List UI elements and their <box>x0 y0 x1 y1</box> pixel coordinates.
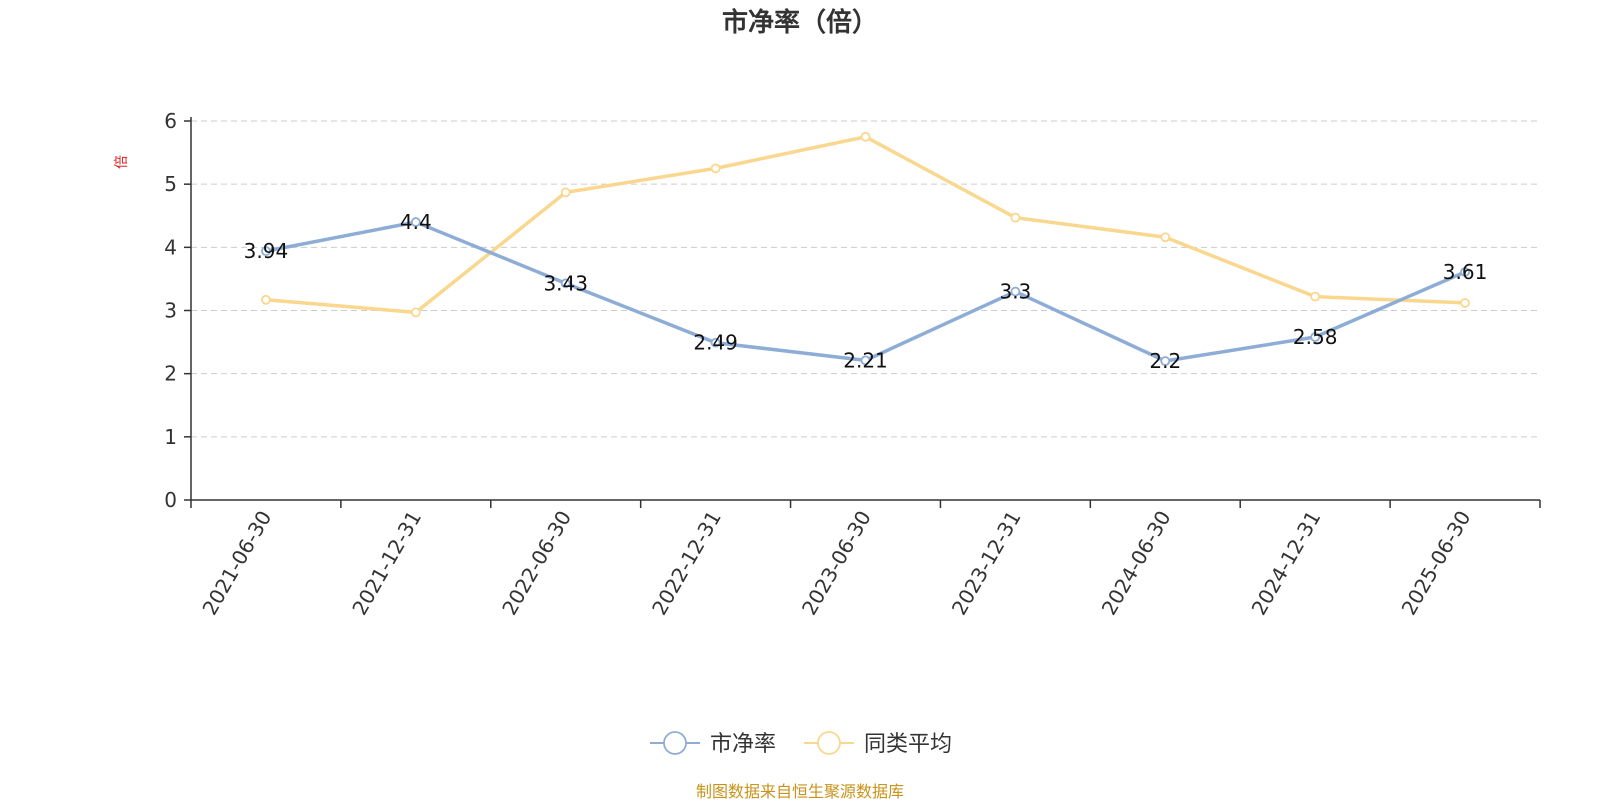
data-label: 3.43 <box>543 271 588 295</box>
data-label: 4.4 <box>400 210 432 234</box>
data-point <box>1010 212 1021 223</box>
series-line <box>264 135 1467 315</box>
data-point <box>1460 298 1470 308</box>
grid-layer <box>191 120 1540 438</box>
data-label: 3.94 <box>244 239 289 263</box>
data-point <box>710 337 721 348</box>
data-point <box>261 294 271 305</box>
axis-layer: 0 1 2 3 4 5 6 倍 2021-06-30 2021-12-31 2022-06-30 20… <box>114 109 1541 620</box>
x-tick-label: 2021-12-31 <box>347 507 426 620</box>
y-axis-label: 倍 <box>114 155 130 169</box>
x-tick-label: 2024-12-31 <box>1247 507 1326 620</box>
data-point <box>1160 232 1171 243</box>
data-label: 2.49 <box>693 331 738 355</box>
data-point <box>1310 291 1321 302</box>
legend: 市净率 同类平均 <box>650 731 952 757</box>
data-point <box>1310 332 1321 342</box>
chart-title: 市净率（倍） <box>721 8 878 38</box>
series-peer-average <box>261 131 1470 318</box>
data-point <box>560 187 571 198</box>
legend-label: 同类平均 <box>864 732 952 757</box>
x-tick-label: 2023-12-31 <box>947 507 1026 620</box>
data-label: 3.3 <box>999 280 1031 304</box>
data-point <box>1460 267 1470 277</box>
x-tick-label: 2023-06-30 <box>797 507 876 620</box>
series-line <box>264 220 1467 363</box>
series-layer <box>261 131 1470 366</box>
x-tick-label: 2022-06-30 <box>497 507 576 620</box>
x-tick-label: 2021-06-30 <box>197 507 276 620</box>
x-tick-label: 2022-12-31 <box>647 507 726 620</box>
data-label: 2.58 <box>1293 325 1338 349</box>
legend-item-pb-ratio: 市净率 <box>650 731 776 757</box>
y-tick-label: 2 <box>164 362 177 386</box>
data-point <box>410 307 421 318</box>
legend-marker-icon <box>817 731 841 755</box>
y-tick-label: 5 <box>164 172 177 196</box>
y-tick-label: 1 <box>164 425 177 449</box>
y-tick-label: 6 <box>164 109 177 133</box>
legend-marker-icon <box>663 731 687 755</box>
series-pb-ratio <box>261 217 1470 366</box>
y-tick-label: 0 <box>164 488 177 512</box>
data-point <box>1160 356 1171 366</box>
data-point <box>710 163 721 174</box>
data-label: 2.2 <box>1149 349 1181 373</box>
data-label: 2.21 <box>843 348 888 372</box>
data-point <box>860 355 871 366</box>
data-point <box>261 246 271 257</box>
x-tick-label: 2024-06-30 <box>1097 507 1176 620</box>
data-label-layer: 3.94 4.4 3.43 2.49 2.21 3.3 2.2 2.58 3.61 <box>244 210 1488 373</box>
data-point <box>410 217 421 227</box>
legend-item-peer-average: 同类平均 <box>804 731 952 757</box>
data-point <box>560 278 571 289</box>
y-tick-label: 3 <box>164 299 177 323</box>
x-tick-label: 2025-06-30 <box>1396 507 1475 620</box>
legend-label: 市净率 <box>710 732 776 757</box>
source-note: 制图数据来自恒生聚源数据库 <box>695 782 904 801</box>
data-label: 3.61 <box>1443 260 1488 284</box>
data-point <box>1010 286 1021 297</box>
y-tick-label: 4 <box>164 235 177 259</box>
data-point <box>860 131 871 142</box>
